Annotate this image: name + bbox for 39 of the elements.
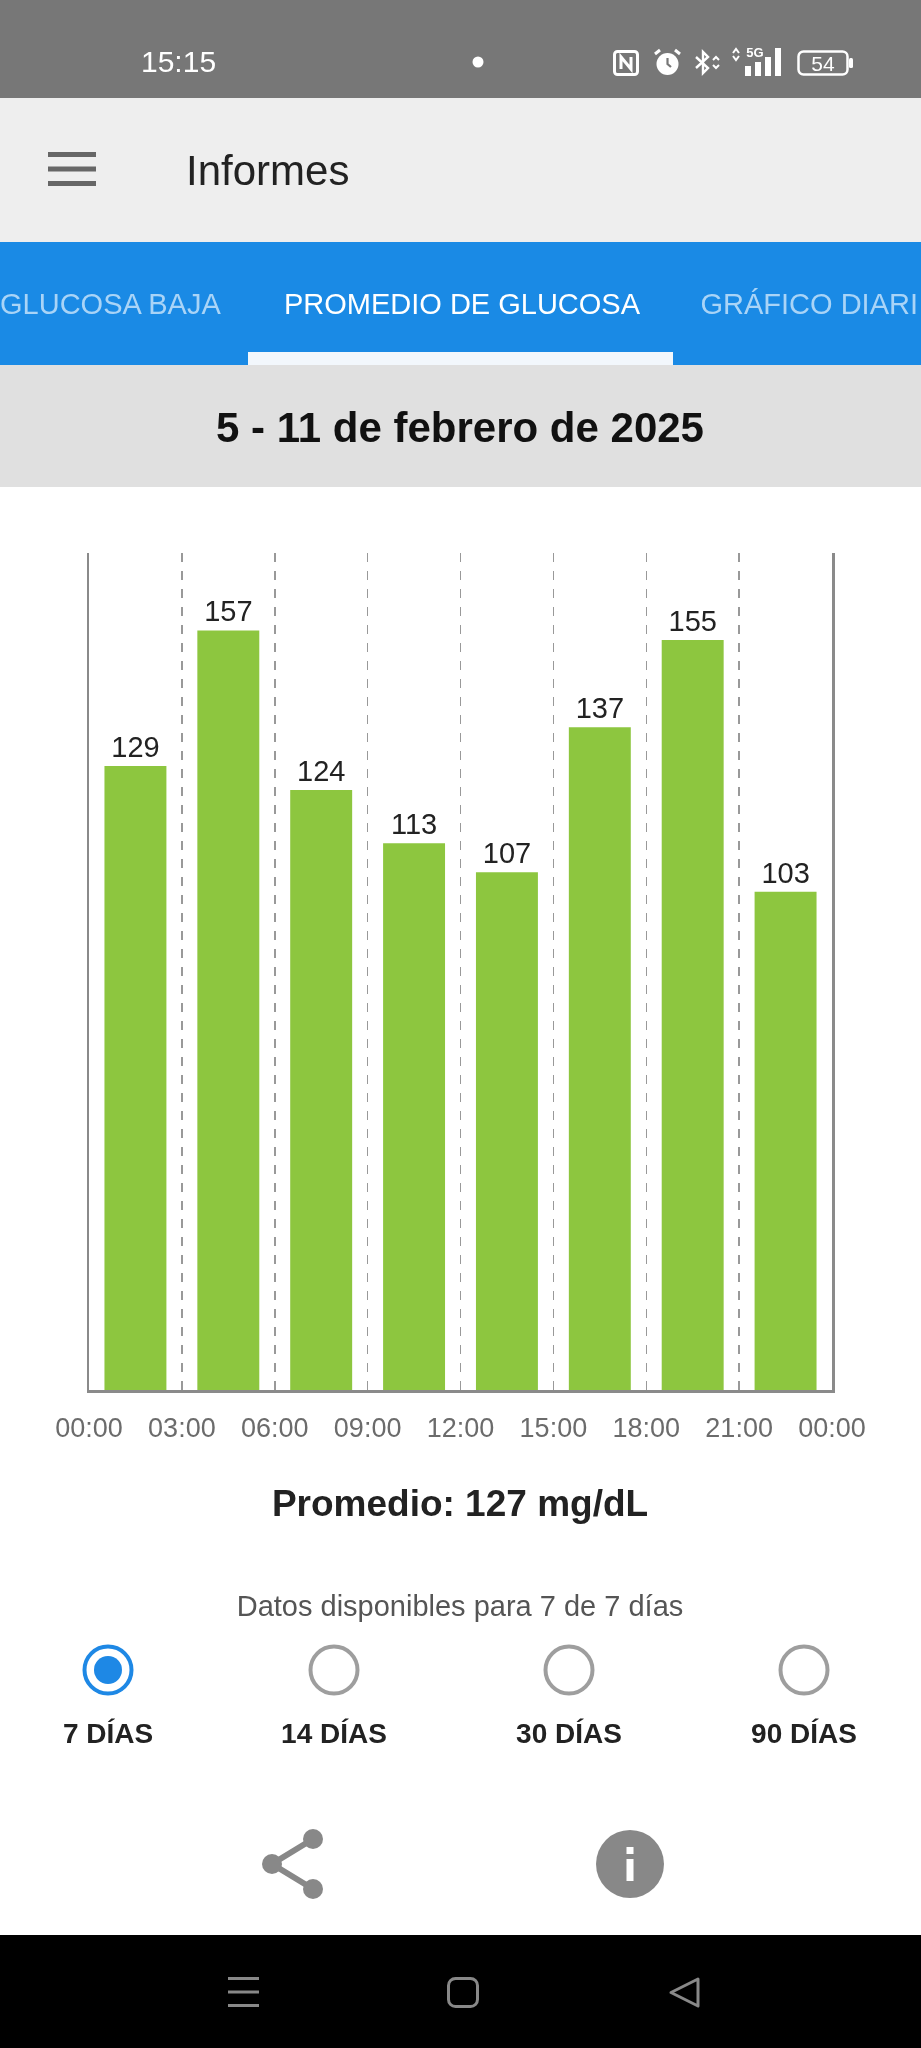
x-tick-label: 00:00: [798, 1412, 866, 1443]
data-label: 107: [482, 837, 532, 870]
text: 5G: [746, 44, 764, 60]
text: Informes: [186, 147, 350, 194]
data-label: 113: [390, 808, 438, 841]
text: 15:15: [141, 45, 217, 78]
bar: [475, 872, 538, 1390]
data-label: 157: [204, 595, 253, 628]
text: GLUCOSA BAJA: [0, 287, 221, 320]
text: 7 DÍAS: [62, 1718, 154, 1749]
text: 90 DÍAS: [751, 1718, 857, 1749]
bar: [104, 765, 167, 1390]
data-label: 124: [296, 755, 346, 788]
text: PROMEDIO DE GLUCOSA: [283, 287, 641, 320]
bar: [197, 630, 260, 1390]
data-label: 155: [668, 605, 717, 638]
bar: [290, 790, 353, 1390]
x-tick-label: 15:00: [519, 1412, 588, 1443]
bar: [383, 843, 446, 1390]
text: Datos disponibles para 7 de 7 días: [236, 1589, 684, 1622]
text: 30 DÍAS: [516, 1718, 622, 1749]
data-label: 129: [111, 730, 160, 763]
text: GRÁFICO DIARI: [700, 287, 918, 320]
x-tick-label: 12:00: [426, 1412, 495, 1443]
data-label: 103: [761, 856, 810, 889]
data-label: 137: [575, 692, 625, 725]
x-tick-label: 06:00: [240, 1412, 309, 1443]
bar: [568, 727, 631, 1390]
x-tick-label: 18:00: [612, 1412, 681, 1443]
text: 14 DÍAS: [281, 1718, 387, 1749]
x-tick-label: 03:00: [148, 1412, 216, 1443]
chart-title: 5 - 11 de febrero de 2025: [216, 404, 704, 451]
x-tick-label: 00:00: [55, 1412, 123, 1443]
text: 54: [811, 51, 835, 75]
x-tick-label: 09:00: [333, 1412, 402, 1443]
text: Promedio: 127 mg/dL: [271, 1482, 649, 1524]
x-tick-label: 21:00: [705, 1412, 773, 1443]
bar: [754, 891, 817, 1390]
bar: [661, 640, 724, 1390]
